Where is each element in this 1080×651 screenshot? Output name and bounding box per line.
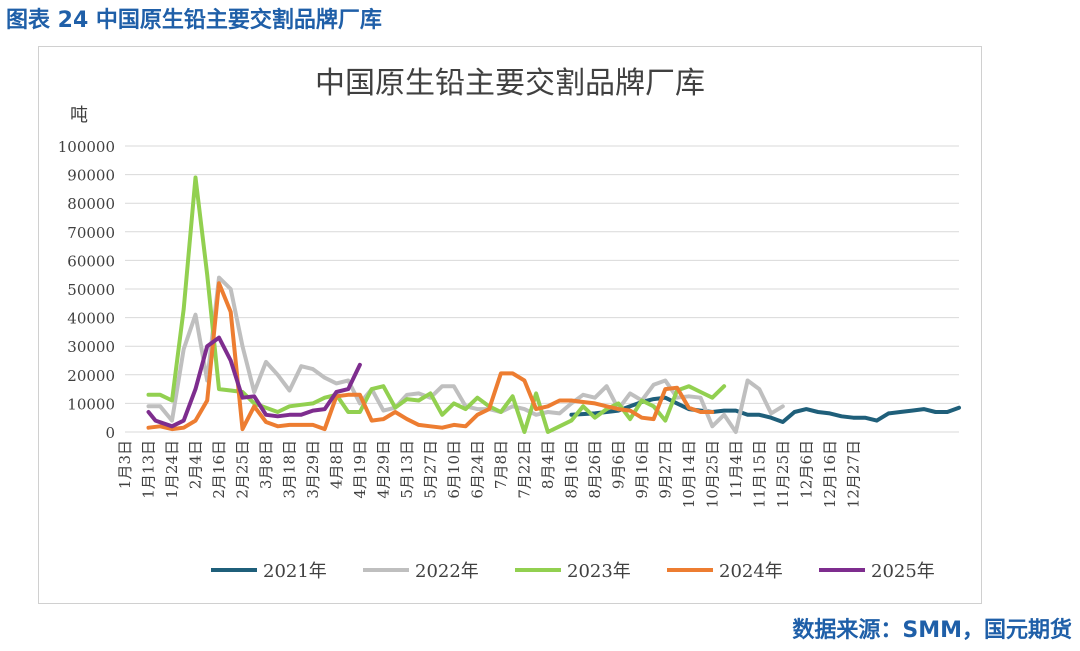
- x-tick-labels: 1月3日 1月13日 1月24日 2月4日 2月16日 2月25日 3月8日 3月18日 3月2…: [116, 440, 862, 508]
- series-line: [146, 175, 727, 434]
- chart-title: 中国原生铅主要交割品牌厂库: [315, 66, 705, 101]
- x-tick-label: 9月6日: [609, 440, 627, 489]
- series-line: [569, 395, 961, 424]
- chart-frame: 中国原生铅主要交割品牌厂库 吨 0 10000 20000 30000 40000 500…: [38, 46, 982, 604]
- gridlines: [125, 145, 959, 433]
- x-tick-label: 5月13日: [398, 440, 416, 499]
- x-tick-label: 10月25日: [703, 440, 721, 508]
- legend-label: 2022年: [415, 561, 479, 582]
- x-tick-label: 6月24日: [468, 440, 486, 499]
- x-tick-label: 12月16日: [821, 440, 839, 508]
- data-source: 数据来源：SMM，国元期货: [792, 618, 1072, 643]
- y-tick-label: 50000: [67, 281, 115, 299]
- x-tick-label: 1月13日: [139, 440, 157, 499]
- legend-label: 2021年: [263, 561, 327, 582]
- series-line: [146, 281, 715, 432]
- y-tick-label: 10000: [67, 395, 115, 413]
- legend-label: 2023年: [567, 561, 631, 582]
- x-tick-label: 6月10日: [445, 440, 463, 499]
- x-tick-label: 9月16日: [633, 440, 651, 499]
- x-tick-label: 3月18日: [280, 440, 298, 499]
- figure-title: 图表 24 中国原生铅主要交割品牌厂库: [6, 8, 382, 33]
- y-tick-label: 0: [105, 424, 115, 442]
- legend-label: 2025年: [871, 561, 935, 582]
- x-tick-label: 7月8日: [492, 440, 510, 489]
- x-tick-label: 4月29日: [374, 440, 392, 499]
- x-tick-label: 12月6日: [797, 440, 815, 499]
- x-tick-label: 8月26日: [586, 440, 604, 499]
- line-chart: 中国原生铅主要交割品牌厂库 吨 0 10000 20000 30000 40000 500…: [58, 66, 961, 582]
- y-tick-label: 70000: [67, 224, 115, 242]
- x-tick-label: 3月29日: [304, 440, 322, 499]
- y-tick-label: 90000: [67, 167, 115, 185]
- y-tick-label: 80000: [67, 195, 115, 213]
- series-line: [146, 275, 785, 434]
- x-tick-label: 1月3日: [116, 440, 134, 489]
- x-tick-label: 2月25日: [233, 440, 251, 499]
- legend-label: 2024年: [719, 561, 783, 582]
- x-tick-label: 11月4日: [727, 440, 745, 499]
- x-tick-label: 5月27日: [421, 440, 439, 499]
- y-axis-label: 吨: [70, 105, 88, 126]
- x-tick-label: 4月8日: [327, 440, 345, 489]
- y-tick-label: 20000: [67, 367, 115, 385]
- y-tick-label: 30000: [67, 338, 115, 356]
- x-tick-label: 4月19日: [351, 440, 369, 499]
- x-tick-label: 12月27日: [844, 440, 862, 508]
- y-tick-labels: 0 10000 20000 30000 40000 50000 60000 70000 8000…: [58, 138, 115, 442]
- y-tick-label: 100000: [58, 138, 115, 156]
- x-tick-label: 7月22日: [515, 440, 533, 499]
- y-tick-label: 40000: [67, 310, 115, 328]
- x-tick-label: 2月4日: [186, 440, 204, 489]
- x-tick-label: 11月25日: [774, 440, 792, 508]
- x-tick-label: 1月24日: [163, 440, 181, 499]
- y-tick-label: 60000: [67, 252, 115, 270]
- series-lines: [146, 175, 961, 434]
- legend: 2021年 2022年 2023年 2024年 2025年: [211, 561, 935, 582]
- x-tick-label: 8月16日: [562, 440, 580, 499]
- x-tick-label: 10月14日: [680, 440, 698, 508]
- x-tick-label: 9月27日: [656, 440, 674, 499]
- x-tick-label: 2月16日: [210, 440, 228, 499]
- x-tick-label: 11月15日: [750, 440, 768, 508]
- x-tick-label: 3月8日: [257, 440, 275, 489]
- x-tick-label: 8月4日: [539, 440, 557, 489]
- series-line: [146, 335, 362, 429]
